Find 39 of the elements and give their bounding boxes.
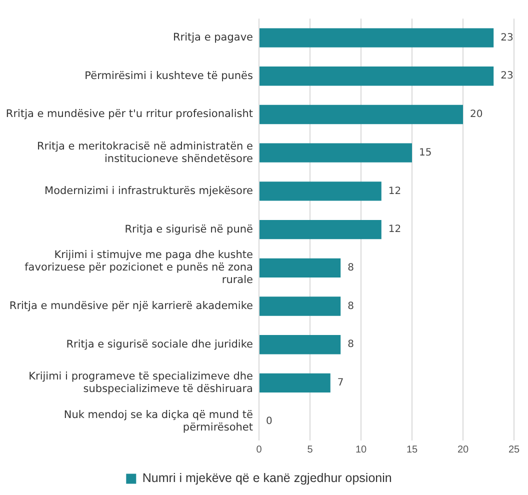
data-label: 8 — [348, 339, 354, 350]
data-label: 8 — [348, 300, 354, 312]
y-tick-label: Rritja e sigurisë sociale dhe juridike — [66, 338, 253, 350]
data-label: 8 — [348, 262, 354, 274]
y-tick-label: Krijimi i programeve të specializimeve dhe subspecializimeve të dëshiruara — [28, 370, 253, 396]
data-label: 7 — [337, 378, 344, 389]
y-tick-label: Nuk mendoj se ka diçka që mund të përmirësohet — [64, 408, 253, 434]
data-label: 20 — [470, 109, 483, 120]
data-label: 12 — [388, 224, 402, 236]
x-tick-label: 5 — [307, 444, 314, 456]
bar — [260, 335, 341, 354]
bar — [260, 373, 330, 393]
y-tick-label: Rritja e mundësive për një karrierë akademike — [9, 300, 253, 312]
y-tick-label: Rritja e meritokracisë në administratën e institucioneve shëndetësore — [36, 140, 253, 165]
y-tick-label: Rritja e mundësive për t'u rritur profesionalisht — [6, 108, 253, 120]
bar — [260, 104, 463, 124]
data-label: 23 — [500, 70, 514, 82]
bar — [260, 182, 382, 201]
data-label: 23 — [500, 32, 514, 44]
legend-label: Numri i mjekëve që e kanë zgjedhur opsionin — [142, 471, 392, 486]
bar — [260, 66, 494, 86]
y-tick-label: Rritja e sigurisë në punë — [124, 223, 253, 236]
data-label: 15 — [419, 147, 432, 158]
x-tick-label: 0 — [256, 444, 262, 456]
y-tick-label: Krijimi i stimujve me paga dhe kushte favorizuese për pozicionet e punës në zona rurale — [24, 249, 253, 286]
bar — [260, 28, 494, 48]
data-label: 0 — [266, 416, 272, 427]
bar — [260, 220, 382, 240]
y-tick-label: Rritja e pagave — [172, 32, 253, 44]
y-tick-label: Modernizimi i infrastrukturës mjekësore — [44, 184, 253, 197]
y-tick-label: Përmirësimi i kushteve të punës — [84, 70, 253, 82]
x-tick-label: 25 — [508, 444, 520, 456]
bar — [260, 258, 341, 278]
data-label: 12 — [388, 186, 402, 197]
x-tick-label: 15 — [406, 444, 418, 456]
bar — [260, 296, 341, 316]
x-tick-label: 20 — [457, 444, 469, 456]
bar — [260, 143, 412, 162]
x-tick-label: 10 — [355, 444, 367, 456]
